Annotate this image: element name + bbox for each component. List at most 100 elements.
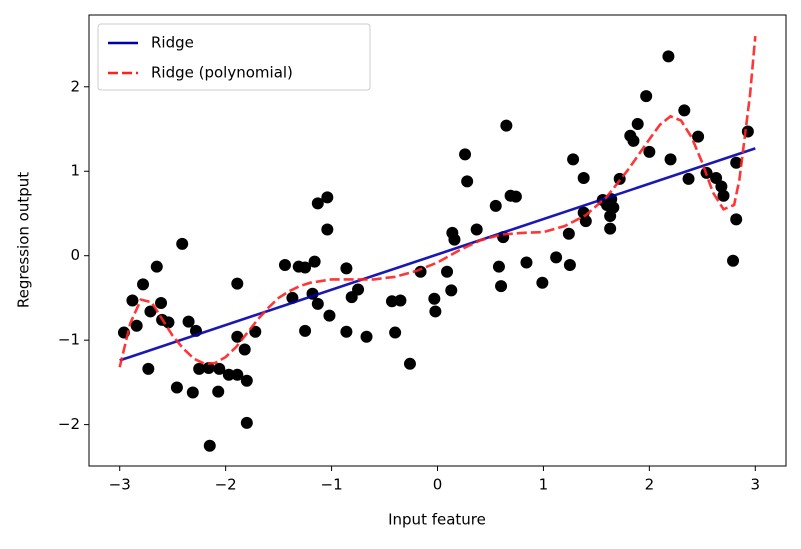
x-tick-label: 3 (751, 476, 761, 494)
data-point (299, 261, 312, 274)
data-point (340, 262, 353, 275)
data-point (563, 258, 576, 271)
y-axis-label: Regression output (15, 172, 33, 308)
data-point (631, 117, 644, 130)
data-point (222, 368, 235, 381)
data-point (640, 90, 653, 103)
data-point (627, 134, 640, 147)
data-point (389, 326, 402, 339)
data-point (448, 233, 461, 246)
data-point (445, 284, 458, 297)
data-point (520, 256, 533, 269)
data-point (278, 258, 291, 271)
data-point (682, 172, 695, 185)
data-point (562, 227, 575, 240)
data-point (176, 237, 189, 250)
data-point (240, 374, 253, 387)
data-point (238, 343, 251, 356)
data-point (604, 222, 617, 235)
data-point (459, 148, 472, 161)
data-point (360, 330, 373, 343)
legend-label: Ridge (151, 34, 194, 52)
data-point (150, 260, 163, 273)
y-tick-label: 1 (70, 162, 80, 180)
data-point (323, 309, 336, 322)
data-point (428, 292, 441, 305)
data-point (492, 260, 505, 273)
data-point (231, 277, 244, 290)
x-tick-label: −3 (109, 476, 131, 494)
data-point (137, 278, 150, 291)
data-point (213, 362, 226, 375)
plot-frame (88, 14, 787, 467)
y-tick-label: −2 (58, 415, 80, 433)
data-point (678, 104, 691, 117)
data-point (495, 280, 508, 293)
data-point (352, 283, 365, 296)
data-point (577, 172, 590, 185)
data-point (500, 119, 513, 132)
data-point (394, 294, 407, 307)
data-point (536, 276, 549, 289)
line-series (119, 147, 756, 362)
x-axis-label: Input feature (388, 511, 486, 529)
data-point (692, 130, 705, 143)
data-point (311, 297, 324, 310)
data-point (579, 215, 592, 228)
x-tick-label: −1 (321, 476, 343, 494)
data-point (730, 156, 743, 169)
data-point (182, 315, 195, 328)
legend-label: Ridge (polynomial) (151, 64, 293, 82)
data-point (715, 180, 728, 193)
data-point (308, 255, 321, 268)
x-tick-label: 2 (645, 476, 655, 494)
data-point (441, 265, 454, 278)
data-point (202, 362, 215, 375)
data-point (231, 368, 244, 381)
data-point (203, 439, 216, 452)
line-series (118, 35, 757, 368)
y-tick-label: 2 (70, 77, 80, 95)
data-point (664, 153, 677, 166)
data-point (170, 381, 183, 394)
data-point (130, 319, 143, 332)
data-point (489, 199, 502, 212)
data-point (429, 305, 442, 318)
data-point (144, 305, 157, 318)
x-tick-label: 1 (539, 476, 549, 494)
data-point (321, 191, 334, 204)
data-point (470, 223, 483, 236)
data-point (643, 145, 656, 158)
data-point (509, 190, 522, 203)
data-point (403, 357, 416, 370)
data-point (340, 325, 353, 338)
data-point (193, 362, 206, 375)
y-tick-label: 0 (70, 246, 80, 264)
data-point (727, 254, 740, 267)
data-point (567, 153, 580, 166)
data-point (240, 416, 253, 429)
data-point (550, 251, 563, 264)
data-point (607, 201, 620, 214)
data-point (162, 316, 175, 329)
data-point (662, 50, 675, 63)
data-point (186, 386, 199, 399)
data-point (249, 325, 262, 338)
x-tick-label: 0 (433, 476, 443, 494)
y-tick-label: −1 (58, 331, 80, 349)
x-tick-label: −2 (215, 476, 237, 494)
legend: Ridge Ridge (polynomial) (97, 23, 371, 91)
data-point (299, 324, 312, 337)
data-point (155, 296, 168, 309)
data-point (321, 223, 334, 236)
data-point (142, 362, 155, 375)
data-point (730, 213, 743, 226)
legend-box (97, 23, 371, 91)
data-point (126, 294, 139, 307)
data-point (212, 385, 225, 398)
data-point (311, 197, 324, 210)
data-point (461, 175, 474, 188)
data-point (414, 265, 427, 278)
data-point (717, 189, 730, 202)
